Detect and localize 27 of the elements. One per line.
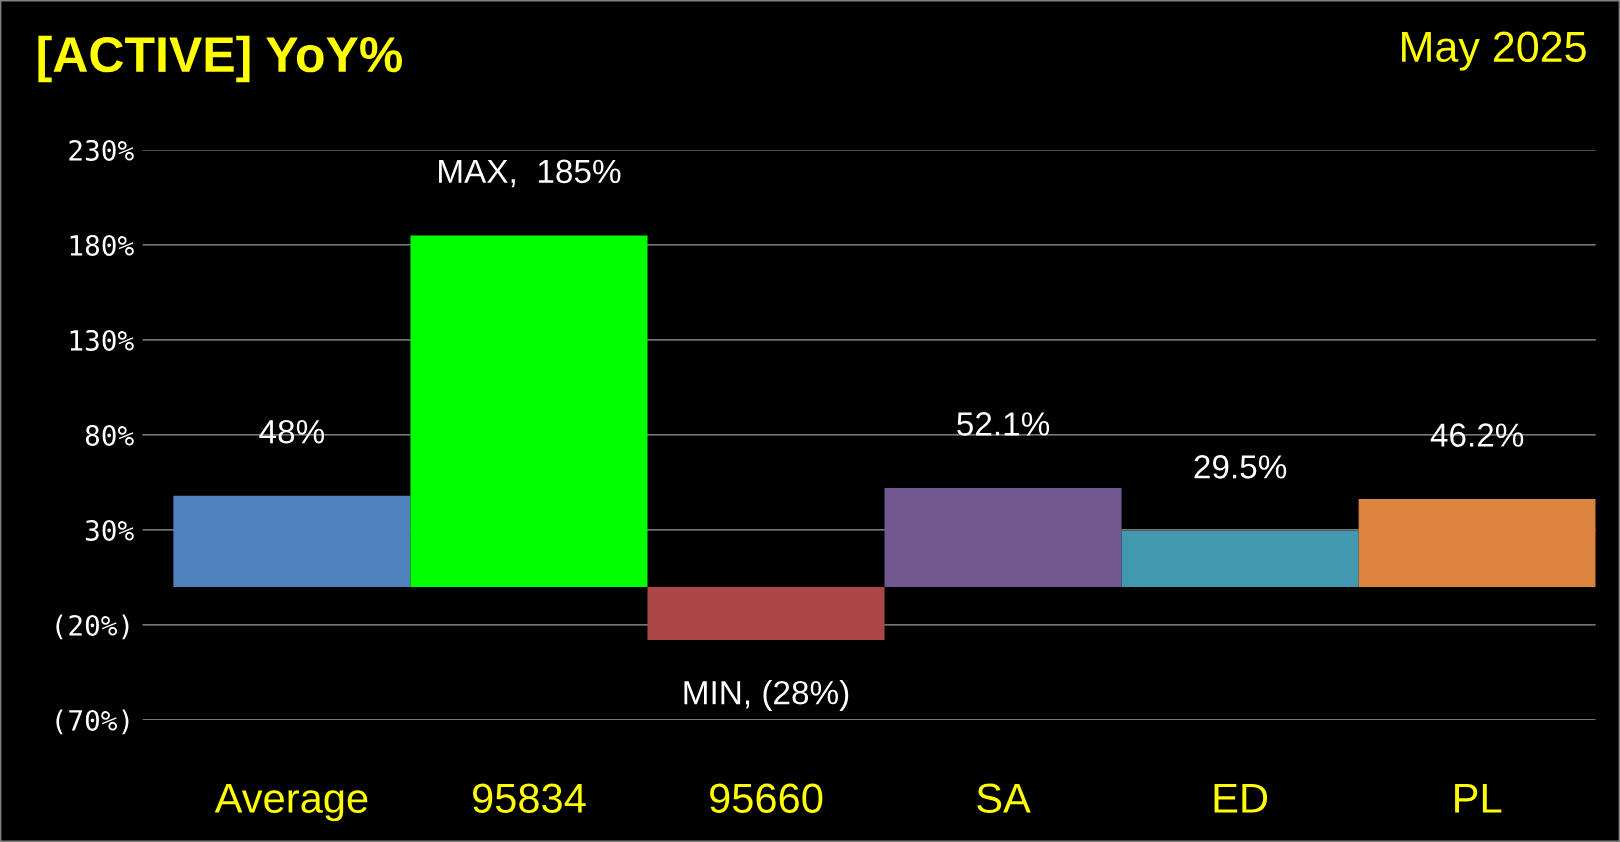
x-tick-label: 95660	[710, 783, 823, 814]
x-tick-label: ED	[1214, 783, 1268, 813]
y-tick-label: 80%	[85, 424, 134, 446]
data-label: 46.2%	[1430, 423, 1524, 447]
chart-title: [ACTIVE] YoY%	[38, 35, 402, 83]
bar	[410, 235, 648, 587]
x-tick-label: Average	[214, 783, 368, 822]
x-tick-label: SA	[977, 783, 1031, 814]
data-label: 52.1%	[957, 412, 1050, 436]
y-tick-label: 230%	[69, 139, 134, 161]
x-tick-label: 95834	[472, 783, 586, 814]
y-tick-label: (20%)	[56, 614, 129, 640]
x-tick-label: PL	[1455, 783, 1502, 813]
y-tick-label: (70%)	[56, 709, 129, 735]
bar	[1121, 530, 1359, 587]
chart-subtitle: May 2025	[1402, 31, 1586, 71]
data-label: 29.5%	[1194, 455, 1287, 479]
data-label: MIN, (28%)	[684, 680, 849, 712]
y-tick-label: 30%	[85, 519, 134, 541]
data-label: MAX, 185%	[439, 159, 621, 188]
data-label: 48%	[259, 419, 325, 444]
bar	[1358, 499, 1596, 587]
bar	[173, 495, 411, 587]
bar	[884, 487, 1122, 587]
y-tick-label: 180%	[70, 234, 134, 256]
bar	[647, 586, 885, 641]
y-tick-label: 130%	[70, 329, 134, 351]
